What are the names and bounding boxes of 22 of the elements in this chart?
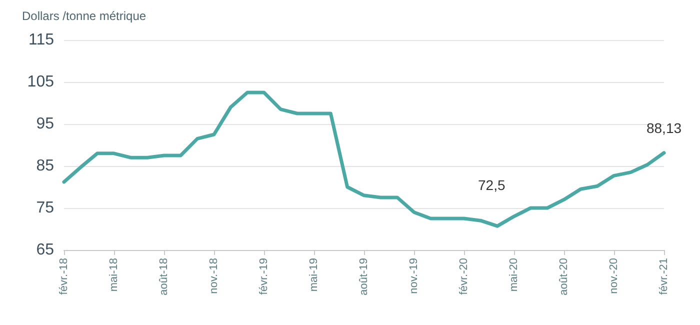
x-tick-label: févr.-18	[58, 258, 70, 295]
y-tick-label: 95	[36, 116, 54, 132]
x-tick-label: févr.-20	[458, 258, 470, 295]
y-tick-label: 115	[28, 32, 54, 48]
y-tick-label: 85	[36, 158, 54, 174]
x-tick-label: mai-20	[508, 258, 520, 292]
x-tick-label: nov.-18	[208, 258, 220, 294]
y-axis-title: Dollars /tonne métrique	[22, 9, 146, 23]
annotation: 72,5	[478, 177, 506, 193]
x-tick-label: mai-19	[308, 258, 320, 292]
x-tick-label: nov.-20	[608, 258, 620, 294]
x-tick-label: févr.-19	[258, 258, 270, 295]
x-tick-label: mai-18	[108, 258, 120, 292]
data-label: 88,13	[646, 120, 682, 136]
x-tick-label: nov.-19	[408, 258, 420, 294]
x-tick-label: août-18	[158, 258, 170, 296]
y-tick-label: 105	[27, 74, 54, 90]
y-tick-label: 75	[36, 200, 54, 216]
x-tick-label: août-20	[558, 258, 570, 296]
y-tick-label: 65	[36, 242, 54, 258]
x-tick-label: févr.-21	[658, 258, 670, 295]
x-tick-label: août-19	[358, 258, 370, 296]
